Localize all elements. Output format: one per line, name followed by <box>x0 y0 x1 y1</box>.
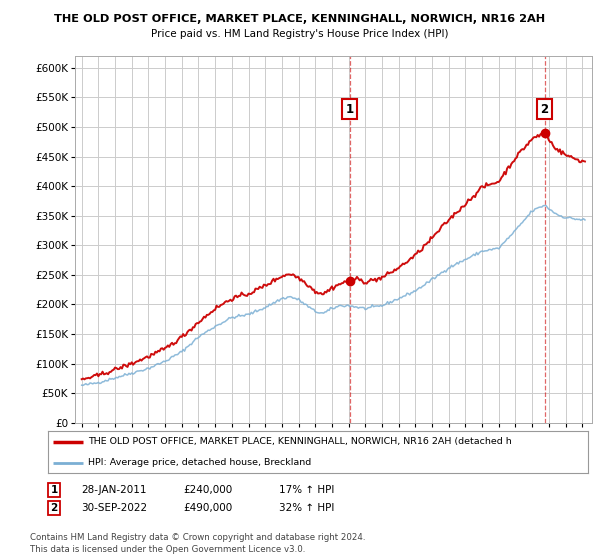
Text: Price paid vs. HM Land Registry's House Price Index (HPI): Price paid vs. HM Land Registry's House … <box>151 29 449 39</box>
Text: 2: 2 <box>50 503 58 513</box>
Text: 28-JAN-2011: 28-JAN-2011 <box>81 485 146 495</box>
Text: 17% ↑ HPI: 17% ↑ HPI <box>279 485 334 495</box>
Text: 30-SEP-2022: 30-SEP-2022 <box>81 503 147 513</box>
Text: 1: 1 <box>50 485 58 495</box>
Text: 1: 1 <box>346 102 354 116</box>
Text: HPI: Average price, detached house, Breckland: HPI: Average price, detached house, Brec… <box>89 458 312 467</box>
Text: £490,000: £490,000 <box>183 503 232 513</box>
Text: THE OLD POST OFFICE, MARKET PLACE, KENNINGHALL, NORWICH, NR16 2AH: THE OLD POST OFFICE, MARKET PLACE, KENNI… <box>55 14 545 24</box>
Text: £240,000: £240,000 <box>183 485 232 495</box>
Text: Contains HM Land Registry data © Crown copyright and database right 2024.
This d: Contains HM Land Registry data © Crown c… <box>30 533 365 554</box>
Text: 2: 2 <box>541 102 549 116</box>
Text: 32% ↑ HPI: 32% ↑ HPI <box>279 503 334 513</box>
Text: THE OLD POST OFFICE, MARKET PLACE, KENNINGHALL, NORWICH, NR16 2AH (detached h: THE OLD POST OFFICE, MARKET PLACE, KENNI… <box>89 437 512 446</box>
